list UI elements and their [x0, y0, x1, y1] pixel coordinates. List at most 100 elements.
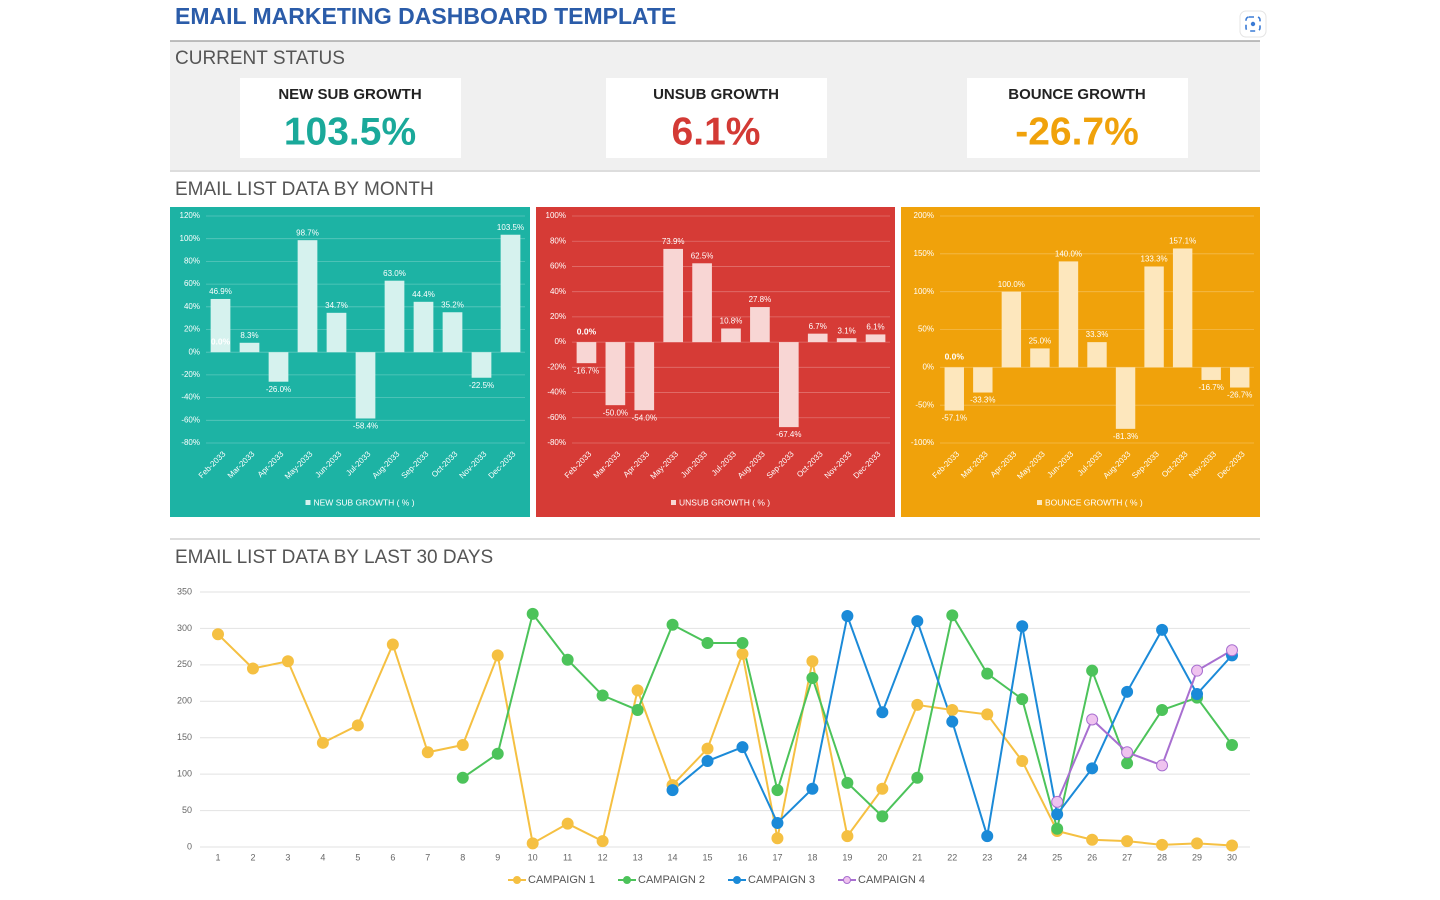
y-tick-label: 50: [182, 805, 192, 815]
page-title: EMAIL MARKETING DASHBOARD TEMPLATE: [175, 3, 676, 29]
data-point: [456, 739, 469, 751]
legend-label: NEW SUB GROWTH ( % ): [314, 497, 415, 507]
data-point: [1156, 704, 1169, 717]
y-tick-label: 200: [177, 696, 192, 706]
y-tick-label: 80%: [550, 236, 566, 245]
data-label: 10.8%: [720, 317, 743, 326]
data-point: [316, 736, 329, 749]
bar: [605, 342, 626, 406]
data-label: 44.4%: [412, 290, 435, 299]
data-point: [1121, 685, 1134, 698]
data-point: [1086, 833, 1099, 846]
y-tick-label: 50%: [918, 325, 934, 334]
data-label: 3.1%: [838, 326, 856, 335]
bar: [692, 263, 712, 343]
data-point: [876, 706, 889, 719]
legend-marker: [733, 876, 741, 884]
x-tick-label: 7: [425, 852, 430, 862]
data-point: [701, 637, 714, 649]
y-tick-label: 40%: [184, 302, 200, 311]
bar: [836, 338, 857, 343]
data-point: [806, 782, 819, 795]
data-point: [981, 667, 994, 680]
legend-marker: [513, 876, 521, 884]
data-label: 46.9%: [209, 287, 232, 296]
annotation: 0.0%: [945, 352, 965, 362]
data-label: 25.0%: [1029, 337, 1052, 346]
y-tick-label: 100%: [180, 234, 200, 243]
data-point: [491, 649, 504, 662]
series-line: [462, 611, 1233, 830]
x-tick-label: 4: [320, 852, 325, 862]
x-tick-label: 23: [982, 852, 992, 862]
y-tick-label: 80%: [184, 257, 200, 266]
data-label: 133.3%: [1141, 255, 1168, 264]
data-label: 6.1%: [866, 323, 884, 332]
x-tick-label: 22: [947, 852, 957, 862]
data-point: [351, 719, 364, 732]
y-tick-label: 100%: [914, 287, 934, 296]
chart-panel: [901, 207, 1260, 517]
bar: [1201, 367, 1221, 380]
bar: [355, 352, 376, 419]
kpi-label: UNSUB GROWTH: [653, 86, 779, 103]
y-tick-label: -80%: [547, 438, 566, 447]
bar: [384, 280, 405, 353]
x-tick-label: 10: [528, 852, 538, 862]
data-point: [806, 671, 819, 684]
y-tick-label: -20%: [547, 362, 566, 371]
data-point: [1191, 688, 1204, 700]
y-tick-label: 300: [177, 623, 192, 633]
data-point: [946, 704, 959, 717]
screenshot-icon[interactable]: [1239, 10, 1267, 38]
data-point: [946, 715, 959, 728]
data-point: [561, 653, 574, 666]
kpi-value: -26.7%: [1015, 110, 1139, 153]
icon-dot[interactable]: [1250, 21, 1256, 27]
section-title: CURRENT STATUS: [175, 48, 345, 69]
data-point: [1226, 644, 1238, 657]
x-tick-label: 14: [668, 852, 678, 862]
data-point: [421, 746, 434, 759]
y-tick-label: 150%: [914, 249, 934, 258]
x-tick-label: 6: [390, 852, 395, 862]
series-line: [1056, 649, 1233, 803]
x-tick-label: 26: [1087, 852, 1097, 862]
data-point: [736, 647, 749, 660]
y-tick-label: -60%: [181, 415, 200, 424]
data-label: -54.0%: [632, 413, 657, 422]
data-point: [491, 747, 504, 760]
y-tick-label: 200%: [914, 211, 934, 220]
data-label: 35.2%: [441, 300, 464, 309]
data-point: [771, 784, 784, 797]
legend-label: CAMPAIGN 1: [528, 874, 595, 886]
data-point: [1156, 759, 1169, 772]
y-tick-label: -50%: [915, 400, 934, 409]
bar: [778, 342, 799, 428]
data-point: [386, 638, 399, 651]
bar: [210, 298, 231, 353]
icon-glyph[interactable]: [1245, 16, 1261, 32]
data-label: -26.7%: [1227, 391, 1252, 400]
data-point: [736, 741, 749, 754]
data-label: -22.5%: [469, 381, 494, 390]
data-label: 73.9%: [662, 237, 685, 246]
x-tick-label: 27: [1122, 852, 1132, 862]
x-tick-label: 15: [703, 852, 713, 862]
annotation: 0.0%: [211, 336, 231, 346]
legend-label: CAMPAIGN 3: [748, 874, 815, 886]
x-tick-label: 12: [598, 852, 608, 862]
bar: [1115, 367, 1136, 429]
bar: [442, 312, 463, 353]
x-tick-label: 11: [563, 852, 572, 862]
kpi-value: 6.1%: [672, 110, 761, 153]
bar: [1144, 266, 1164, 368]
y-tick-label: 100%: [546, 211, 566, 220]
legend-marker: [843, 876, 851, 884]
data-point: [911, 698, 924, 711]
kpi-value: 103.5%: [284, 110, 416, 153]
legend-label: BOUNCE GROWTH ( % ): [1045, 497, 1143, 507]
kpi-card: [606, 78, 827, 158]
x-tick-label: 5: [355, 852, 360, 862]
data-label: 63.0%: [383, 269, 406, 278]
